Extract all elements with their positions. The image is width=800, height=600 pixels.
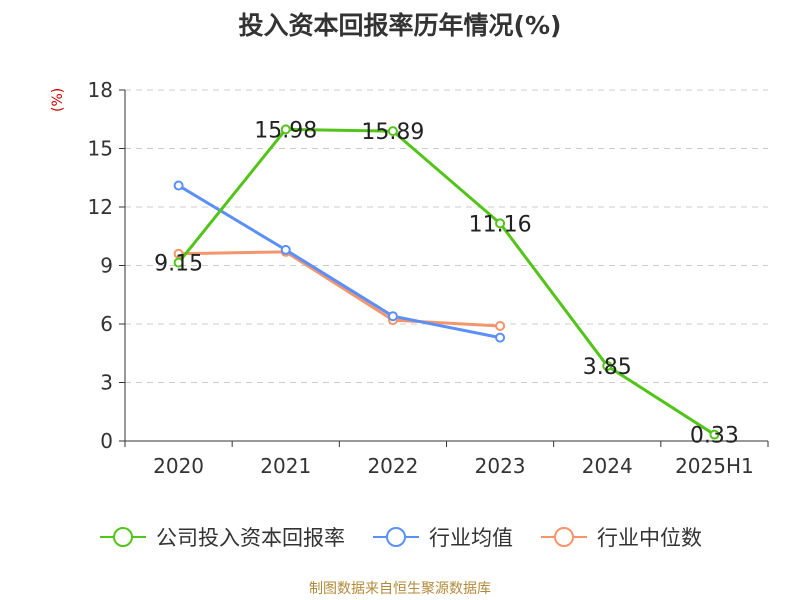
chart-legend: 公司投入资本回报率 行业均值 行业中位数: [0, 522, 800, 552]
y-tick-label: 0: [100, 429, 113, 453]
legend-label: 行业中位数: [597, 526, 702, 550]
data-point: [495, 332, 506, 343]
y-tick-label: 15: [88, 137, 113, 161]
series-line: [177, 184, 501, 340]
data-label: 15.98: [254, 118, 317, 143]
series-line: [178, 250, 501, 328]
y-tick-label: 3: [100, 371, 113, 395]
data-point: [495, 320, 506, 331]
chart-title: 投入资本回报率历年情况(%): [238, 11, 562, 40]
x-tick-label: 2025H1: [675, 454, 754, 478]
legend-line-marker-icon: [100, 527, 146, 547]
legend-item[interactable]: 行业均值: [371, 522, 513, 552]
data-point: [173, 180, 184, 191]
y-tick-label: 18: [88, 78, 113, 102]
x-tick-label: 2024: [582, 454, 633, 478]
legend-line-marker-icon: [373, 527, 419, 547]
x-tick-label: 2022: [367, 454, 418, 478]
legend-line-marker-icon: [541, 527, 587, 547]
data-label: 0.33: [690, 424, 739, 449]
y-tick-label: 6: [100, 312, 113, 336]
data-point: [387, 126, 398, 137]
y-tick-label: 12: [88, 195, 113, 219]
data-label: 15.89: [361, 120, 424, 145]
x-tick-label: 2023: [475, 454, 526, 478]
x-tick-label: 2020: [153, 454, 204, 478]
data-source-note: 制图数据来自恒生聚源数据库: [309, 581, 491, 597]
y-tick-label: 9: [100, 254, 113, 278]
data-point: [495, 218, 506, 229]
legend-item[interactable]: 公司投入资本回报率: [98, 522, 345, 552]
x-tick-label: 2021: [260, 454, 311, 478]
legend-label: 行业均值: [429, 526, 513, 550]
data-point: [602, 360, 613, 371]
data-point: [280, 124, 291, 135]
data-point: [280, 244, 291, 255]
data-label: 11.16: [469, 212, 532, 237]
legend-item[interactable]: 行业中位数: [539, 522, 702, 552]
data-point: [173, 257, 184, 268]
data-point: [387, 311, 398, 322]
legend-label: 公司投入资本回报率: [156, 526, 345, 550]
series-line: [177, 127, 716, 436]
data-point: [709, 429, 720, 440]
data-label: 9.15: [154, 252, 203, 277]
data-label: 3.85: [583, 355, 632, 380]
